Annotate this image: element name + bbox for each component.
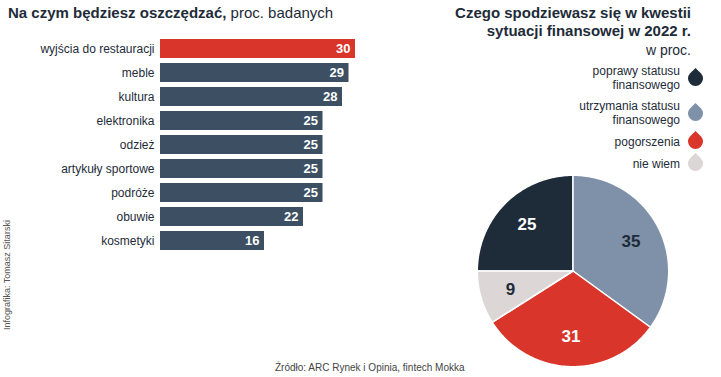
html-text:pogorszenia: pogorszenia <box>614 134 680 149</box>
svg-text:odzież: odzież <box>120 138 155 152</box>
svg-text:25: 25 <box>518 215 537 234</box>
svg-text:16: 16 <box>245 233 259 248</box>
svg-text:meble: meble <box>122 66 155 80</box>
svg-text:25: 25 <box>304 185 318 200</box>
svg-text:9: 9 <box>506 280 515 299</box>
svg-text:obuwie: obuwie <box>116 210 154 224</box>
svg-text:35: 35 <box>622 232 641 251</box>
svg-text:29: 29 <box>330 65 344 80</box>
html-text:nie wiem: nie wiem <box>632 156 680 171</box>
svg-text:kosmetyki: kosmetyki <box>101 234 154 248</box>
html-text:Infografika: Tomasz Sitarski: Infografika: Tomasz Sitarski <box>2 220 12 330</box>
svg-text:kultura: kultura <box>118 90 154 104</box>
svg-text:28: 28 <box>323 89 337 104</box>
svg-text:30: 30 <box>336 41 350 56</box>
svg-text:31: 31 <box>561 326 580 345</box>
html-text:w proc.: w proc. <box>645 42 691 58</box>
svg-text:podróże: podróże <box>111 186 155 200</box>
svg-text:artykuły sportowe: artykuły sportowe <box>61 162 155 176</box>
html-text:Czego spodziewasz się w kwesti: Czego spodziewasz się w kwestii sytuacji… <box>455 4 691 39</box>
svg-text:25: 25 <box>304 137 318 152</box>
html-text:poprawy statusu finansowego: poprawy statusu finansowego <box>592 64 680 92</box>
svg-text:wyjścia do restauracji: wyjścia do restauracji <box>39 42 154 56</box>
svg-text:elektronika: elektronika <box>96 114 154 128</box>
html-text:Źródło: ARC Rynek i Opinia, fi: Źródło: ARC Rynek i Opinia, fintech Mokk… <box>275 362 465 373</box>
html-text:utrzymania statusu finansowego: utrzymania statusu finansowego <box>579 99 680 127</box>
svg-text:22: 22 <box>284 209 298 224</box>
html-text:Na czym będziesz oszczędzać, p: Na czym będziesz oszczędzać, proc. badan… <box>8 4 334 21</box>
svg-text:25: 25 <box>304 113 318 128</box>
svg-text:25: 25 <box>304 161 318 176</box>
